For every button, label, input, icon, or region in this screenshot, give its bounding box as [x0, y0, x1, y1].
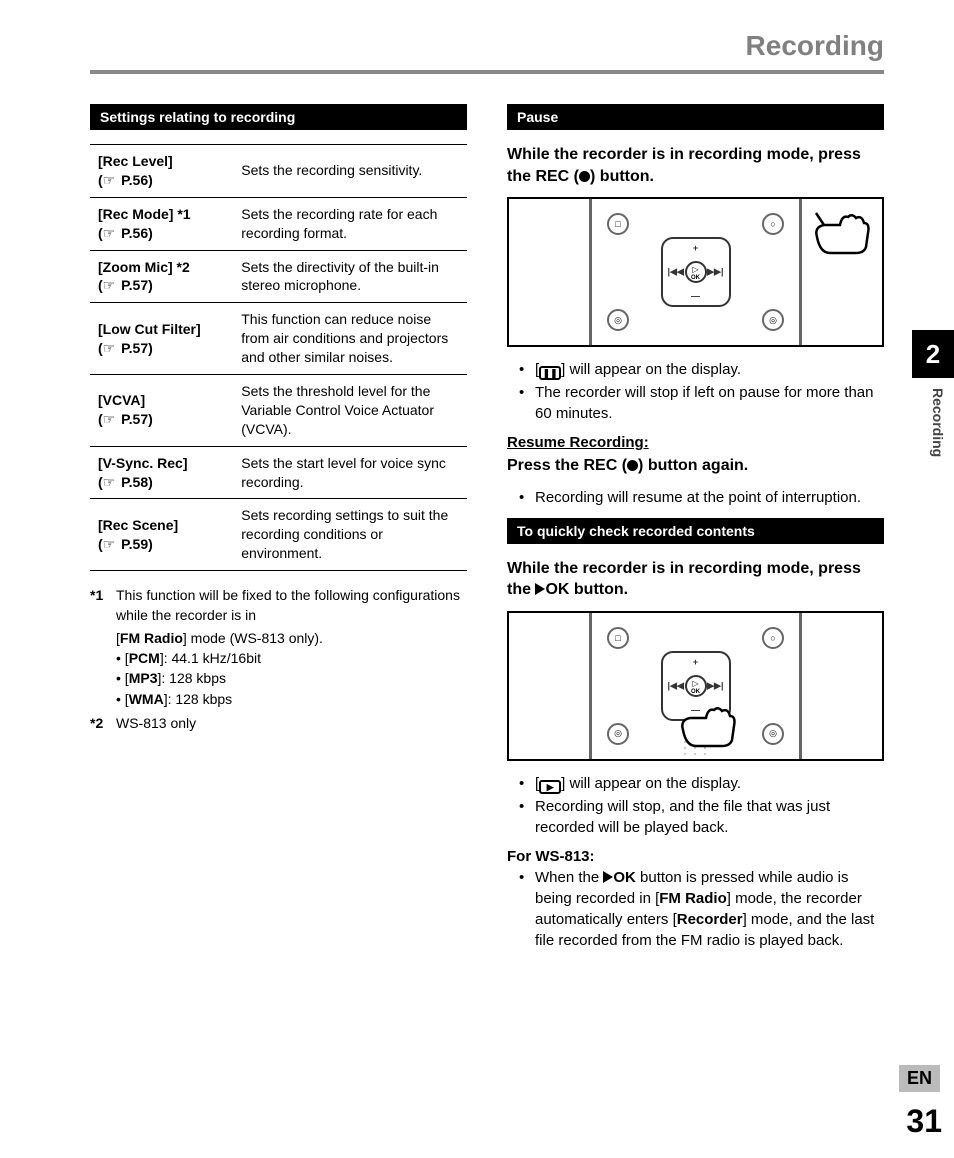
record-dot-icon	[579, 171, 590, 182]
prev-icon: |◀◀	[668, 267, 684, 278]
pause-instr-part3: ) button.	[590, 168, 654, 185]
language-badge: EN	[899, 1065, 940, 1092]
setting-desc-cell: This function can reduce noise from air …	[233, 303, 467, 375]
header-rule	[90, 70, 884, 74]
setting-desc-cell: Sets recording settings to suit the reco…	[233, 499, 467, 571]
resume-heading: Resume Recording:	[507, 434, 884, 451]
ws813-ok: OK	[613, 869, 636, 886]
setting-name-cell: [Low Cut Filter]( P.57)	[90, 303, 233, 375]
table-row: [Low Cut Filter]( P.57)This function can…	[90, 303, 467, 375]
f1-bold: FM Radio	[120, 630, 183, 646]
table-row: [Rec Mode] *1( P.56)Sets the recording r…	[90, 197, 467, 250]
play-triangle-icon-2	[603, 871, 613, 883]
setting-name-cell: [Rec Mode] *1( P.56)	[90, 197, 233, 250]
ws813-note: When the OK button is pressed while audi…	[507, 867, 884, 951]
table-row: [Rec Level]( P.56)Sets the recording sen…	[90, 145, 467, 198]
pause-note-2: The recorder will stop if left on pause …	[507, 382, 884, 424]
footnote-key-2: *2	[90, 713, 110, 733]
ws813-notes: When the OK button is pressed while audi…	[507, 867, 884, 951]
next-icon: ▶▶|	[707, 267, 723, 278]
check-note-1: [▶] will appear on the display.	[507, 773, 884, 794]
pointing-hand-icon-2	[678, 698, 738, 748]
pause-notes: [❚❚] will appear on the display. The rec…	[507, 359, 884, 424]
section-tab: Recording	[930, 388, 946, 457]
settings-table: [Rec Level]( P.56)Sets the recording sen…	[90, 144, 467, 571]
device-illustration-pause: + — |◀◀ ▶▶| □ ○ ◎ ◎	[507, 197, 884, 347]
check-instruction: While the recorder is in recording mode,…	[507, 558, 884, 601]
f1-post: ] mode (WS-813 only).	[183, 630, 323, 646]
play-display-icon: ▶	[539, 780, 561, 794]
check-notes: [▶] will appear on the display. Recordin…	[507, 773, 884, 838]
pause-header: Pause	[507, 104, 884, 130]
check-note-2: Recording will stop, and the file that w…	[507, 796, 884, 838]
setting-name-cell: [Zoom Mic] *2( P.57)	[90, 250, 233, 303]
table-row: [V-Sync. Rec]( P.58)Sets the start level…	[90, 446, 467, 499]
dpad: + — |◀◀ ▶▶|	[661, 237, 731, 307]
pause-note-1-text: ] will appear on the display.	[561, 361, 741, 378]
chapter-tab: 2	[912, 330, 954, 378]
resume-note-1: Recording will resume at the point of in…	[507, 487, 884, 508]
table-row: [Zoom Mic] *2( P.57)Sets the directivity…	[90, 250, 467, 303]
footnote-2-text: WS-813 only	[116, 713, 196, 733]
pause-instr-rec: REC	[535, 168, 569, 185]
ok-button-icon	[685, 261, 707, 283]
aux-button-bl-icon-2: ◎	[607, 723, 629, 745]
footnote-bullet: [PCM]: 44.1 kHz/16bit	[116, 648, 467, 668]
aux-button-br-icon-2: ◎	[762, 723, 784, 745]
resume-instr-part3: ) button again.	[638, 457, 748, 474]
prev-icon-2: |◀◀	[668, 680, 684, 691]
check-header: To quickly check recorded contents	[507, 518, 884, 544]
rec-button-icon-2: ○	[762, 627, 784, 649]
next-icon-2: ▶▶|	[707, 680, 723, 691]
footnote-bullet: [WMA]: 128 kbps	[116, 689, 467, 709]
setting-name-cell: [Rec Scene]( P.59)	[90, 499, 233, 571]
ok-button-icon-2	[685, 675, 707, 697]
check-note-1-text: ] will appear on the display.	[561, 775, 741, 792]
settings-header: Settings relating to recording	[90, 104, 467, 130]
right-column: Pause While the recorder is in recording…	[507, 104, 884, 961]
play-triangle-icon	[535, 583, 545, 595]
ws813-pre: When the	[535, 869, 603, 886]
resume-instruction: Press the REC ( ) button again.	[507, 455, 884, 477]
pause-note-1: [❚❚] will appear on the display.	[507, 359, 884, 380]
setting-desc-cell: Sets the directivity of the built-in ste…	[233, 250, 467, 303]
plus-icon-2: +	[693, 657, 698, 667]
footnote-bullet: [MP3]: 128 kbps	[116, 668, 467, 688]
device-illustration-check: + — |◀◀ ▶▶| □ ○ ◎ ◎	[507, 611, 884, 761]
pause-display-icon: ❚❚	[539, 366, 561, 380]
content-columns: Settings relating to recording [Rec Leve…	[90, 104, 884, 961]
setting-desc-cell: Sets the threshold level for the Variabl…	[233, 375, 467, 447]
setting-desc-cell: Sets the start level for voice sync reco…	[233, 446, 467, 499]
stop-button-icon-2: □	[607, 627, 629, 649]
page-title: Recording	[90, 30, 884, 62]
ws813-rec: Recorder	[677, 911, 743, 928]
page-number: 31	[906, 1103, 942, 1140]
footnotes: *1 This function will be fixed to the fo…	[90, 585, 467, 733]
table-row: [VCVA]( P.57)Sets the threshold level fo…	[90, 375, 467, 447]
setting-desc-cell: Sets the recording rate for each recordi…	[233, 197, 467, 250]
minus-icon: —	[691, 291, 700, 301]
resume-instr-part2: (	[617, 457, 627, 474]
ws813-heading: For WS-813:	[507, 848, 884, 865]
ws813-fm: FM Radio	[659, 890, 727, 907]
left-column: Settings relating to recording [Rec Leve…	[90, 104, 467, 961]
check-instr-ok: OK	[545, 581, 569, 598]
footnote-key-1: *1	[90, 585, 110, 626]
record-dot-icon-2	[627, 460, 638, 471]
setting-name-cell: [Rec Level]( P.56)	[90, 145, 233, 198]
footnote-1-mode: [FM Radio] mode (WS-813 only).	[116, 628, 467, 648]
setting-desc-cell: Sets the recording sensitivity.	[233, 145, 467, 198]
footnote-1-lead: This function will be fixed to the follo…	[116, 585, 467, 626]
table-row: [Rec Scene]( P.59)Sets recording setting…	[90, 499, 467, 571]
resume-notes: Recording will resume at the point of in…	[507, 487, 884, 508]
resume-instr-part1: Press the	[507, 457, 583, 474]
pause-instruction: While the recorder is in recording mode,…	[507, 144, 884, 187]
pause-instr-part2: (	[569, 168, 579, 185]
check-instr-part2: button.	[569, 581, 628, 598]
setting-name-cell: [V-Sync. Rec]( P.58)	[90, 446, 233, 499]
plus-icon: +	[693, 243, 698, 253]
setting-name-cell: [VCVA]( P.57)	[90, 375, 233, 447]
resume-instr-rec: REC	[583, 457, 617, 474]
pointing-hand-icon	[812, 205, 872, 255]
